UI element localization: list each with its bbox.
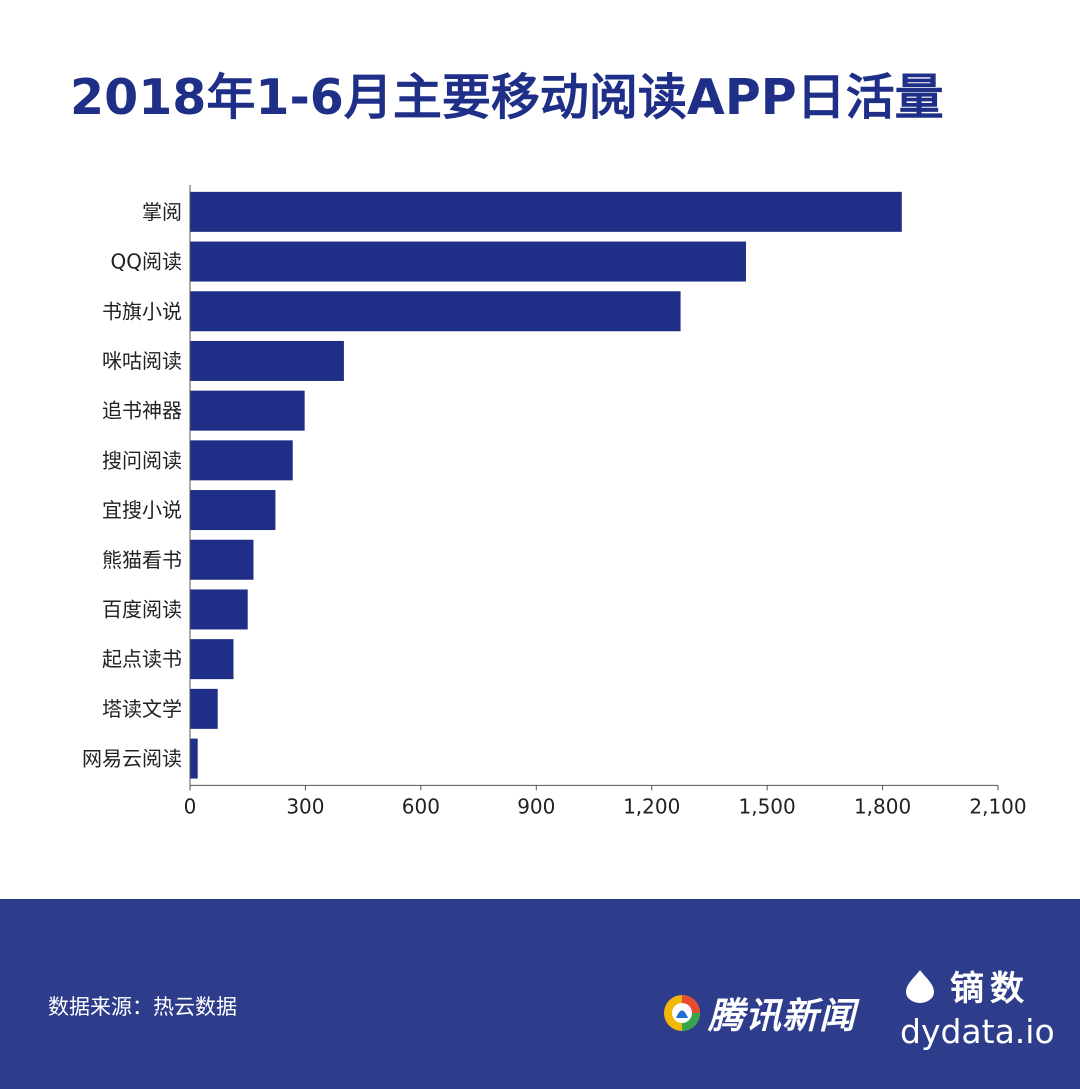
x-tick-label-2: 600 [402, 794, 440, 818]
dydata-url: dydata.io [900, 1012, 1055, 1051]
chart-title: 2018年1-6月主要移动阅读APP日活量 [70, 69, 944, 126]
bar-8 [190, 589, 248, 630]
x-tick-label-1: 300 [286, 794, 324, 818]
category-label-1: QQ阅读 [111, 250, 182, 274]
bar-7 [190, 539, 254, 580]
category-label-3: 咪咕阅读 [102, 349, 182, 373]
tencent-news-logo: 腾讯新闻 [662, 987, 856, 1039]
bars-group [190, 191, 902, 779]
bar-11 [190, 738, 198, 779]
category-label-11: 网易云阅读 [82, 747, 182, 771]
category-label-8: 百度阅读 [102, 597, 182, 621]
bar-3 [190, 340, 344, 381]
x-tick-label-0: 0 [184, 794, 197, 818]
bar-5 [190, 440, 293, 481]
category-label-2: 书旗小说 [102, 299, 182, 323]
tencent-news-wordmark: 腾讯新闻 [708, 996, 857, 1037]
bar-4 [190, 390, 305, 431]
bar-6 [190, 490, 276, 531]
category-label-0: 掌阅 [142, 200, 182, 224]
bar-0 [190, 191, 902, 232]
category-label-6: 宜搜小说 [102, 498, 182, 522]
x-tick-label-3: 900 [517, 794, 555, 818]
bar-9 [190, 639, 234, 680]
droplet-icon [906, 969, 934, 1003]
bar-10 [190, 688, 218, 729]
x-tick-label-5: 1,500 [739, 794, 796, 818]
category-labels: 掌阅 QQ阅读书旗小说咪咕阅读追书神器搜问阅读宜搜小说熊猫看书百度阅读起点读书塔读… [82, 200, 182, 771]
category-label-7: 熊猫看书 [102, 548, 182, 572]
category-label-9: 起点读书 [102, 647, 182, 671]
category-label-4: 追书神器 [102, 399, 182, 423]
bar-1 [190, 241, 746, 282]
x-tick-label-7: 2,100 [969, 794, 1026, 818]
x-ticks: 0 300 600 900 1,200 1,500 1,800 2,100 [184, 785, 1027, 818]
tencent-news-icon [664, 995, 700, 1031]
category-label-10: 塔读文学 [102, 697, 182, 721]
dydata-chinese-name: 镝数 [950, 969, 1030, 1009]
bar-chart: 掌阅 QQ阅读书旗小说咪咕阅读追书神器搜问阅读宜搜小说熊猫看书百度阅读起点读书塔读… [82, 185, 1027, 818]
bar-2 [190, 291, 681, 332]
x-tick-label-6: 1,800 [854, 794, 911, 818]
footer-band: 数据来源：热云数据 腾讯新闻 镝数 dydata.io [0, 899, 1080, 1089]
category-label-5: 搜问阅读 [102, 448, 182, 472]
dydata-logo: 镝数 dydata.io [900, 961, 1055, 1051]
data-source-text: 数据来源：热云数据 [48, 995, 237, 1019]
x-tick-label-4: 1,200 [623, 794, 680, 818]
